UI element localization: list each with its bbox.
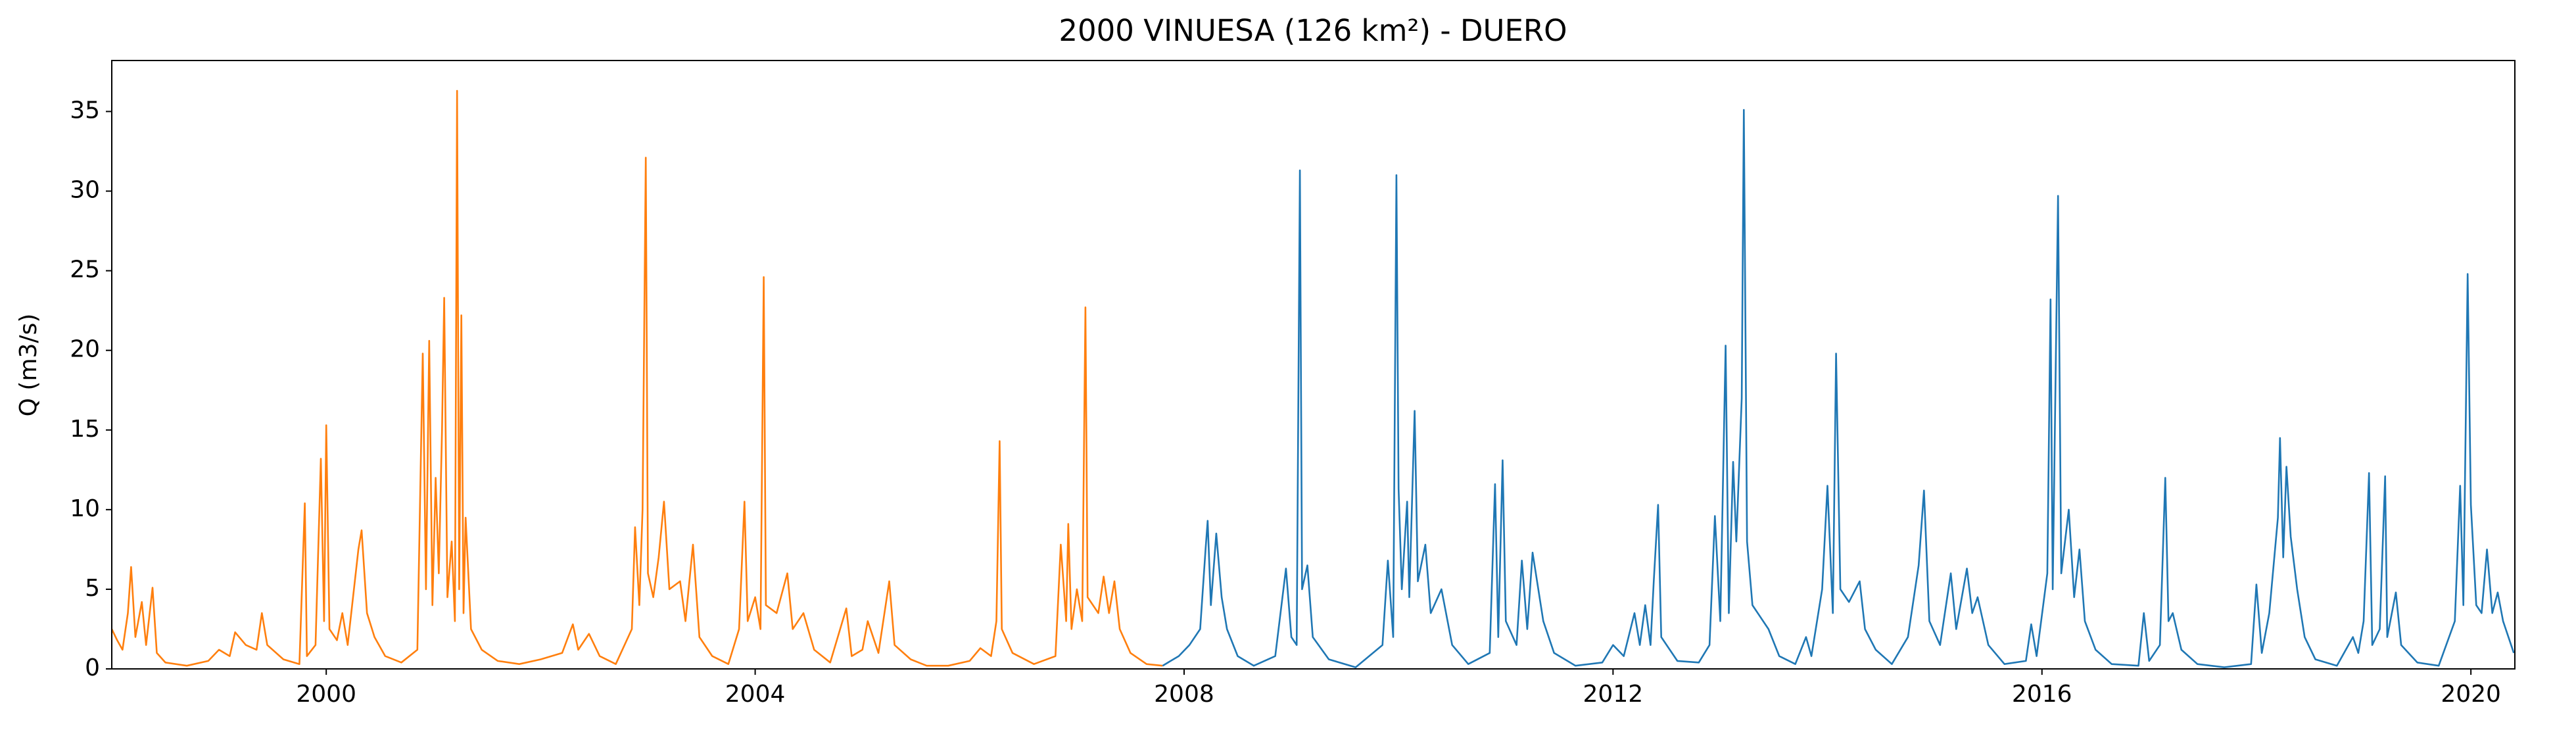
y-axis-label: Q (m3/s) bbox=[15, 314, 42, 417]
x-tick-label: 2000 bbox=[296, 681, 356, 708]
series-line bbox=[112, 89, 1163, 667]
y-tick-label: 25 bbox=[70, 257, 100, 283]
series-line bbox=[1162, 109, 2515, 668]
y-tick-label: 0 bbox=[85, 654, 100, 681]
x-tick-label: 2004 bbox=[725, 681, 786, 708]
x-tick-label: 2016 bbox=[2012, 681, 2072, 708]
x-tick-label: 2008 bbox=[1154, 681, 1214, 708]
plot-frame bbox=[111, 60, 2516, 670]
x-tick-label: 2012 bbox=[1583, 681, 1644, 708]
y-tick-label: 35 bbox=[70, 97, 100, 124]
y-tick-label: 30 bbox=[70, 177, 100, 204]
y-tick-label: 10 bbox=[70, 495, 100, 522]
x-tick-label: 2020 bbox=[2441, 681, 2501, 708]
y-tick-label: 20 bbox=[70, 336, 100, 363]
y-tick-label: 15 bbox=[70, 416, 100, 443]
chart-title: 2000 VINUESA (126 km²) - DUERO bbox=[1059, 13, 1567, 48]
y-tick-label: 5 bbox=[85, 575, 100, 602]
